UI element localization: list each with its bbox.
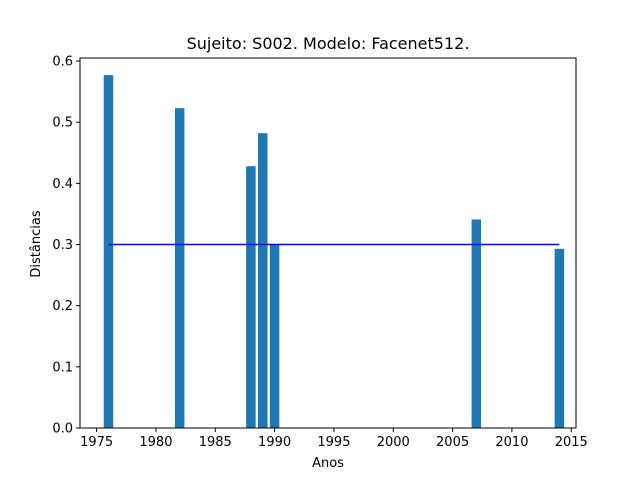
y-axis-label: Distâncias (29, 210, 44, 277)
x-axis-ticks: 1975 1980 1985 1990 1995 2000 2005 2010 2015 (80, 428, 588, 450)
y-tick-label-0.1: 0.1 (52, 360, 73, 375)
x-tick-label-1985: 1985 (199, 435, 232, 450)
x-tick-label-2015: 2015 (555, 435, 588, 450)
bar-1976 (103, 75, 114, 429)
y-axis-ticks: 0.0 0.1 0.2 0.3 0.4 0.5 0.6 (52, 55, 80, 437)
x-tick-label-1995: 1995 (317, 435, 350, 450)
x-tick-label-1980: 1980 (139, 435, 172, 450)
bars-group (103, 75, 565, 429)
y-tick-label-0.2: 0.2 (52, 299, 73, 314)
y-tick-label-0.6: 0.6 (52, 55, 73, 70)
x-tick-label-2010: 2010 (495, 435, 528, 450)
bar-2007 (471, 219, 482, 428)
x-tick-label-1975: 1975 (80, 435, 113, 450)
x-axis-label: Anos (312, 456, 344, 471)
x-tick-label-2000: 2000 (377, 435, 410, 450)
bar-2014 (554, 248, 565, 428)
chart-title: Sujeito: S002. Modelo: Facenet512. (187, 34, 470, 53)
x-tick-label-1990: 1990 (258, 435, 291, 450)
y-tick-label-0.3: 0.3 (52, 238, 73, 253)
y-tick-label-0.5: 0.5 (52, 116, 73, 131)
x-tick-label-2005: 2005 (436, 435, 469, 450)
y-tick-label-0.4: 0.4 (52, 177, 73, 192)
plot-frame (79, 57, 577, 429)
bar-1982 (174, 108, 185, 429)
bar-1989 (257, 133, 268, 428)
bar-1990 (269, 244, 280, 428)
bar-1988 (246, 166, 256, 429)
y-tick-label-0.0: 0.0 (52, 422, 73, 437)
